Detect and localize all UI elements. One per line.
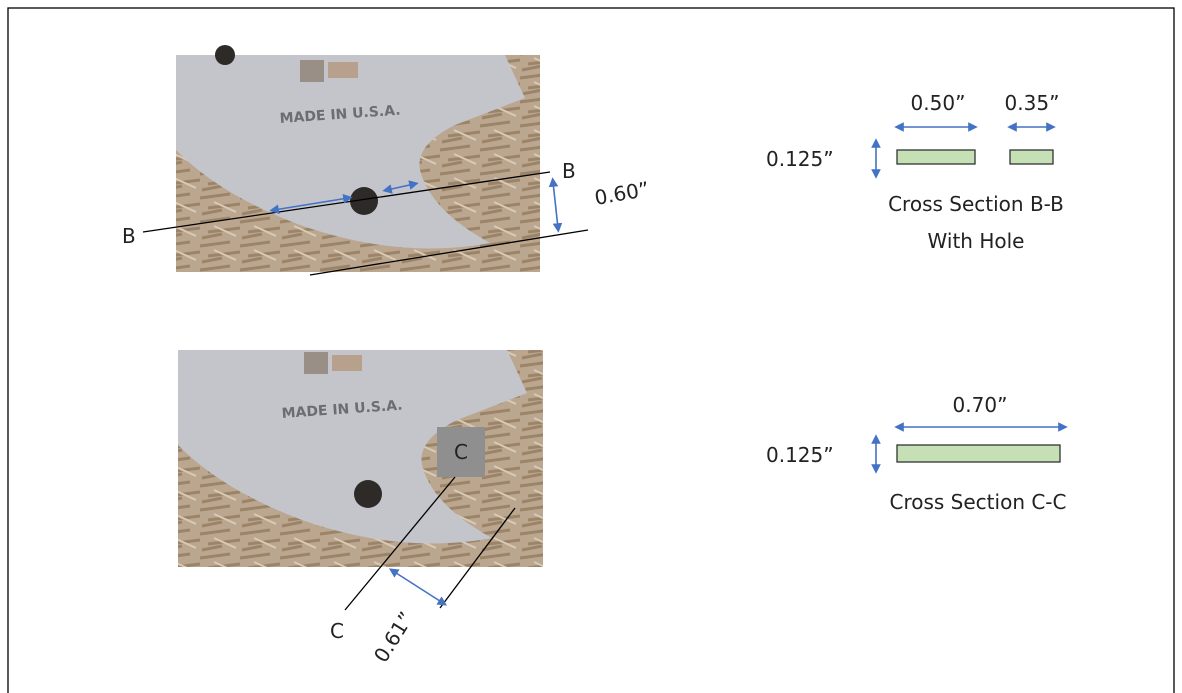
- dimension-label: 0.125”: [766, 443, 834, 467]
- dimension-label: 0.60”: [593, 177, 651, 210]
- page: MADE IN U.S.A. B B 0.60” MADE IN U.S.A. …: [0, 0, 1182, 693]
- dimension-label: 0.61”: [369, 607, 418, 666]
- section-bar: [897, 445, 1060, 462]
- bottom-photo: MADE IN U.S.A.: [178, 350, 543, 567]
- section-label: B: [122, 224, 136, 248]
- section-bar: [897, 150, 975, 164]
- dimension-label: 0.70”: [953, 393, 1008, 417]
- dimension-arrow: [393, 571, 443, 603]
- section-subtitle: With Hole: [928, 229, 1025, 253]
- dimension-arrow: [553, 182, 558, 228]
- section-label: C: [454, 440, 468, 464]
- dimension-label: 0.125”: [766, 147, 834, 171]
- section-title: Cross Section B-B: [888, 192, 1064, 216]
- section-label: B: [562, 159, 576, 183]
- top-photo: MADE IN U.S.A.: [176, 45, 540, 272]
- section-bar: [1010, 150, 1053, 164]
- dimension-label: 0.50”: [911, 91, 966, 115]
- dimension-label: 0.35”: [1005, 91, 1060, 115]
- section-label: C: [330, 619, 344, 643]
- section-title: Cross Section C-C: [890, 490, 1067, 514]
